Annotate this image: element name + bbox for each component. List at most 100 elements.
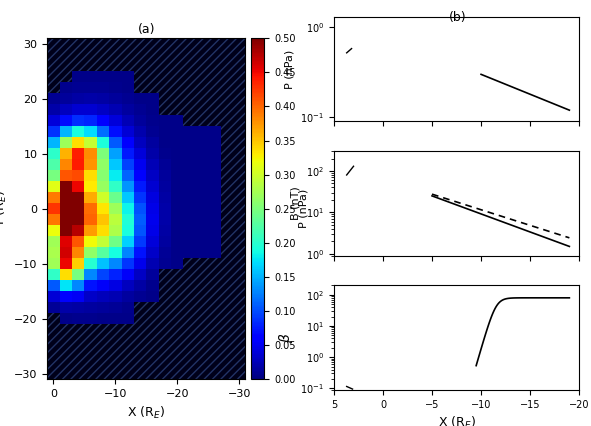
Bar bbox=[171, 60, 183, 71]
Bar bbox=[158, 313, 171, 324]
Bar bbox=[196, 357, 208, 368]
Bar bbox=[147, 324, 158, 335]
Bar bbox=[183, 368, 196, 379]
Bar bbox=[60, 38, 72, 49]
Bar bbox=[147, 71, 158, 82]
Bar bbox=[196, 93, 208, 104]
Bar bbox=[47, 368, 60, 379]
Bar bbox=[60, 357, 72, 368]
Bar bbox=[109, 324, 122, 335]
Bar bbox=[183, 38, 196, 49]
Bar bbox=[220, 247, 233, 258]
Bar bbox=[233, 335, 245, 346]
Bar bbox=[233, 280, 245, 291]
Bar bbox=[208, 324, 220, 335]
Bar bbox=[233, 269, 245, 280]
Bar bbox=[171, 302, 183, 313]
Bar bbox=[196, 335, 208, 346]
Bar bbox=[122, 324, 134, 335]
Bar bbox=[72, 335, 85, 346]
Bar bbox=[208, 357, 220, 368]
Bar bbox=[208, 291, 220, 302]
Bar bbox=[147, 302, 158, 313]
Bar bbox=[183, 258, 196, 269]
Bar bbox=[122, 335, 134, 346]
Bar bbox=[158, 346, 171, 357]
Bar bbox=[208, 93, 220, 104]
Bar bbox=[220, 214, 233, 225]
Bar bbox=[147, 49, 158, 60]
Bar bbox=[122, 346, 134, 357]
Bar bbox=[60, 335, 72, 346]
Bar bbox=[134, 38, 147, 49]
Bar bbox=[158, 49, 171, 60]
Bar bbox=[220, 71, 233, 82]
Bar bbox=[208, 49, 220, 60]
Bar bbox=[122, 60, 134, 71]
Bar bbox=[208, 302, 220, 313]
Bar bbox=[233, 313, 245, 324]
Bar bbox=[134, 346, 147, 357]
Bar bbox=[47, 82, 60, 93]
Bar bbox=[208, 115, 220, 126]
Bar bbox=[60, 368, 72, 379]
Bar bbox=[60, 324, 72, 335]
Bar bbox=[109, 49, 122, 60]
Bar bbox=[233, 346, 245, 357]
Bar bbox=[196, 291, 208, 302]
Bar bbox=[171, 346, 183, 357]
Bar bbox=[196, 104, 208, 115]
Bar bbox=[158, 82, 171, 93]
Bar bbox=[208, 38, 220, 49]
Bar bbox=[158, 302, 171, 313]
Bar bbox=[196, 368, 208, 379]
Bar bbox=[233, 247, 245, 258]
Bar bbox=[233, 159, 245, 170]
Bar bbox=[220, 148, 233, 159]
Bar bbox=[220, 170, 233, 181]
Bar bbox=[196, 60, 208, 71]
Bar bbox=[72, 357, 85, 368]
Bar bbox=[147, 38, 158, 49]
Y-axis label: B (nT): B (nT) bbox=[290, 187, 300, 220]
Bar bbox=[47, 71, 60, 82]
Bar bbox=[147, 335, 158, 346]
Bar bbox=[60, 60, 72, 71]
Bar bbox=[233, 203, 245, 214]
Bar bbox=[220, 137, 233, 148]
Bar bbox=[122, 357, 134, 368]
Bar bbox=[183, 280, 196, 291]
Bar bbox=[208, 269, 220, 280]
Bar bbox=[85, 60, 97, 71]
Bar bbox=[233, 126, 245, 137]
Bar bbox=[208, 82, 220, 93]
Bar bbox=[134, 302, 147, 313]
Bar bbox=[134, 368, 147, 379]
Bar bbox=[183, 71, 196, 82]
Bar bbox=[183, 302, 196, 313]
Bar bbox=[85, 368, 97, 379]
Bar bbox=[47, 49, 60, 60]
Bar bbox=[147, 357, 158, 368]
Bar bbox=[158, 38, 171, 49]
Bar bbox=[171, 38, 183, 49]
Bar bbox=[233, 137, 245, 148]
Bar bbox=[97, 346, 109, 357]
Bar bbox=[171, 324, 183, 335]
Bar bbox=[208, 71, 220, 82]
Bar bbox=[220, 302, 233, 313]
Bar bbox=[85, 38, 97, 49]
Bar bbox=[134, 82, 147, 93]
Bar bbox=[158, 71, 171, 82]
Bar bbox=[171, 49, 183, 60]
Bar bbox=[122, 38, 134, 49]
Bar bbox=[171, 335, 183, 346]
Bar bbox=[171, 313, 183, 324]
Bar bbox=[220, 335, 233, 346]
Bar bbox=[220, 269, 233, 280]
Bar bbox=[171, 357, 183, 368]
Bar bbox=[147, 346, 158, 357]
Bar bbox=[158, 335, 171, 346]
Bar bbox=[158, 357, 171, 368]
Bar bbox=[220, 324, 233, 335]
